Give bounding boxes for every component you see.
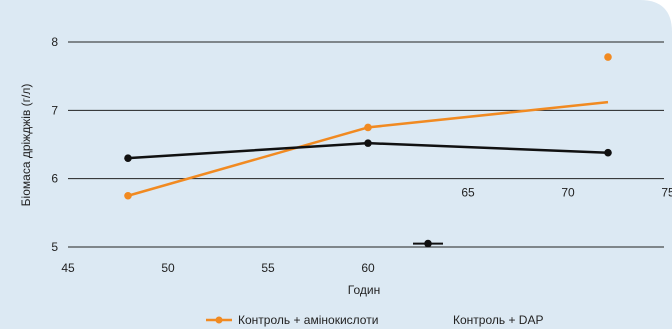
legend-label-black: Контроль + DAP bbox=[453, 313, 543, 327]
series-layer bbox=[124, 53, 612, 248]
series-1-point-0 bbox=[124, 154, 132, 162]
series-1-point-2 bbox=[604, 148, 612, 157]
tick-layer: 5 6 7 8 45 50 55 60 65 70 75 bbox=[51, 35, 672, 275]
legend: Контроль + амінокислоти Контроль + DAP bbox=[206, 313, 543, 327]
x-tick-label-65: 65 bbox=[461, 186, 475, 200]
legend-label-orange: Контроль + амінокислоти bbox=[238, 313, 378, 327]
x-tick-label-55: 55 bbox=[261, 261, 275, 275]
x-tick-label-75: 75 bbox=[661, 186, 672, 200]
y-tick-label-5: 5 bbox=[51, 240, 58, 254]
x-tick-label-70: 70 bbox=[561, 186, 575, 200]
legend-item-orange: Контроль + амінокислоти bbox=[206, 313, 378, 327]
x-tick-label-60: 60 bbox=[361, 261, 375, 275]
y-tick-label-8: 8 bbox=[51, 35, 58, 49]
series-0-point-0 bbox=[124, 191, 132, 200]
y-tick-label-7: 7 bbox=[51, 103, 58, 117]
x-axis-title: Годин bbox=[348, 283, 380, 297]
y-axis-title: Біомаса дріжджів (г/л) bbox=[19, 84, 33, 207]
series-1-point-1 bbox=[364, 139, 372, 147]
grid-layer bbox=[68, 41, 664, 248]
series-0-point-1 bbox=[364, 123, 372, 132]
series-0-point-2 bbox=[604, 53, 612, 61]
legend-item-black: Контроль + DAP bbox=[453, 313, 543, 327]
legend-marker-orange bbox=[215, 316, 223, 324]
x-tick-label-45: 45 bbox=[61, 261, 75, 275]
x-tick-label-50: 50 bbox=[161, 261, 175, 275]
y-tick-label-6: 6 bbox=[51, 172, 58, 186]
